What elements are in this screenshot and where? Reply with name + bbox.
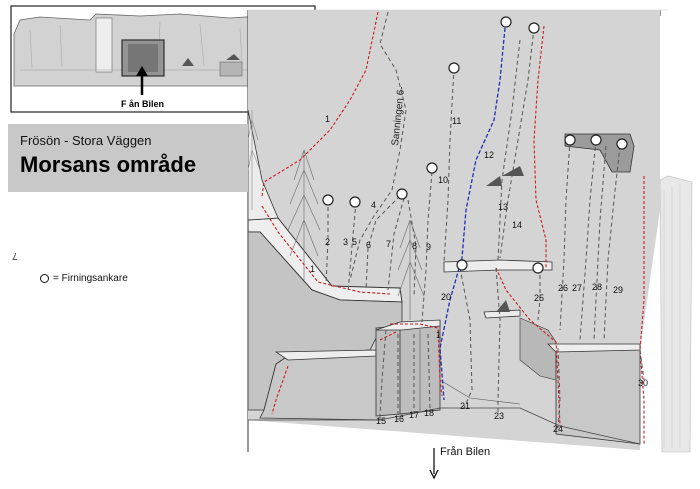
tree-icon: [247, 110, 261, 210]
arrow-down-icon: [429, 448, 439, 480]
anchor-circles: [322, 16, 628, 274]
route-number-label: 30: [638, 378, 648, 388]
trad-routes: [261, 11, 645, 444]
route-number-label: 25: [534, 293, 544, 303]
route-number-label: 21: [460, 401, 470, 411]
page-marker: 7: [12, 250, 18, 261]
route-number-label: 17: [409, 410, 419, 420]
route-number-label: 28: [592, 282, 602, 292]
route-number-label: 20: [441, 292, 451, 302]
tree-icon: [397, 219, 425, 320]
route-number-label: 4: [371, 200, 376, 210]
page-subtitle: Frösön - Stora Väggen: [20, 133, 152, 148]
route-number-label: 5: [352, 237, 357, 247]
route-number-label: 29: [613, 285, 623, 295]
page-title: Morsans område: [20, 152, 197, 177]
anchor-circle-icon: [40, 274, 49, 283]
route-number-label: 16: [394, 414, 404, 424]
tree-icon: [287, 149, 321, 280]
title-panel: [8, 124, 248, 192]
route-number-label: 10: [438, 175, 448, 185]
legend: = Firningsankare: [40, 273, 128, 284]
route-number-label: 15: [376, 416, 386, 426]
standard-routes: [325, 11, 645, 429]
route-number-label: 2: [325, 237, 330, 247]
route-number-label: 13: [498, 202, 508, 212]
route-number-label: 3: [343, 237, 348, 247]
route-number-label: 1: [310, 264, 315, 274]
route-number-label: 1: [436, 330, 441, 340]
route-number-label: 18: [424, 408, 434, 418]
route-number-label: 7: [386, 239, 391, 249]
from-car-label: Från Bilen: [440, 446, 491, 458]
route-number-label: 11: [452, 116, 461, 126]
route-number-label: 9: [426, 242, 431, 252]
route-number-label: 6: [366, 240, 371, 250]
route-number-label: 24: [553, 424, 563, 434]
inset-label: F ån Bilen: [121, 99, 165, 109]
route-number-label: 23: [494, 411, 504, 421]
route-number-label: 12: [484, 150, 494, 160]
main-wall: [247, 9, 693, 453]
route-number-label: 27: [572, 283, 582, 293]
route-number-label: 1: [325, 114, 330, 124]
route-number-label: 14: [512, 220, 522, 230]
inset-arrow-icon: [136, 66, 148, 95]
legend-label: = Firningsankare: [53, 273, 128, 284]
blue-route: [439, 27, 506, 401]
route-number-label: 8: [412, 241, 417, 251]
route-number-label: 26: [558, 283, 568, 293]
